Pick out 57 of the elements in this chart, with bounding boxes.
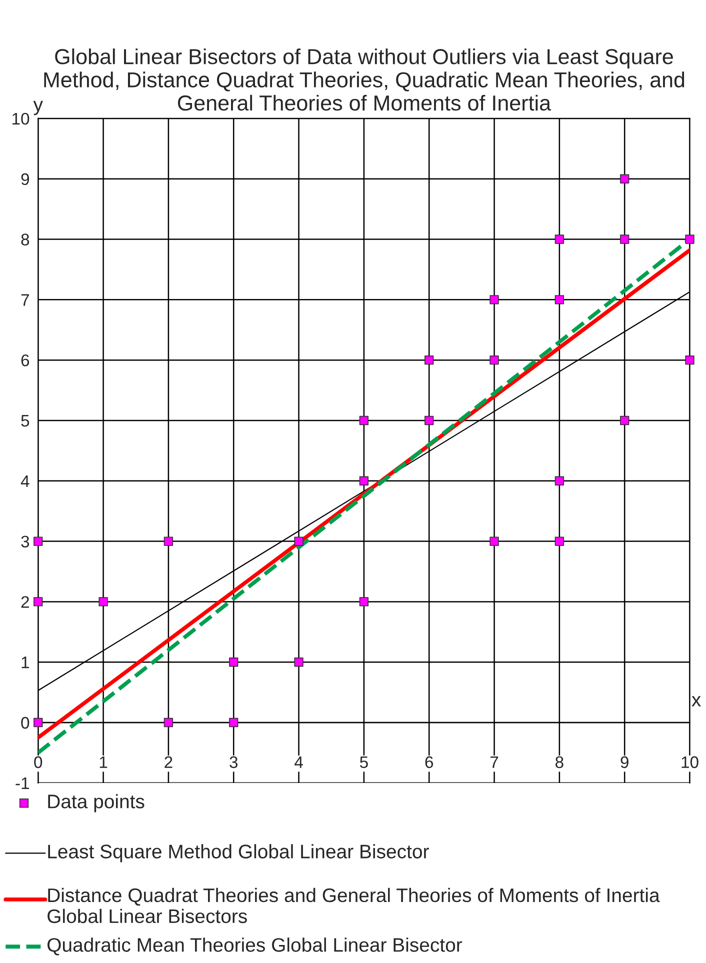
point — [164, 718, 174, 728]
y-tick-label: 9 — [21, 173, 29, 186]
point — [554, 476, 564, 486]
y-tick-label: 0 — [21, 716, 30, 729]
point — [554, 295, 564, 304]
point — [229, 658, 238, 667]
point — [620, 174, 630, 184]
point — [620, 416, 630, 426]
x-tick-label: 7 — [490, 756, 498, 768]
point — [98, 597, 108, 606]
y-tick-label: 2 — [21, 596, 29, 608]
y-tick-label: 4 — [20, 475, 30, 487]
x-tick-label: 5 — [360, 756, 368, 768]
x-tick-label: 2 — [164, 756, 172, 768]
legend-label: Data points — [48, 794, 144, 812]
point — [490, 295, 499, 304]
chart-title: Global Linear Bisectors of Data without Outliers via Least Square Method, Distance Quadrat Theories, Quadratic Mean Theories, and General Theories of Moments of Inertia — [44, 48, 684, 111]
legend-label: Quadratic Mean Theories Global Linear Bisector — [48, 938, 462, 956]
point — [359, 597, 369, 606]
point — [359, 416, 369, 426]
point — [294, 658, 304, 667]
point — [554, 234, 564, 244]
legend-label: Distance Quadrat Theories and General Theories of Moments of Inertia Global Linear Bisectors — [48, 888, 660, 924]
point — [229, 718, 238, 728]
x-tick-label: 3 — [230, 756, 238, 768]
x-tick-label: 8 — [556, 756, 564, 768]
y-tick-label: 3 — [21, 536, 30, 548]
point — [294, 536, 304, 546]
y-tick-label: 6 — [21, 354, 30, 366]
x-tick-label: 10 — [682, 756, 698, 768]
y-axis-title: y — [33, 100, 43, 116]
x-tick-label: 0 — [34, 756, 42, 768]
point — [685, 355, 694, 365]
y-tick-label: -1 — [16, 777, 29, 789]
y-tick-label: 7 — [21, 294, 29, 306]
point — [490, 355, 499, 365]
point — [34, 718, 43, 728]
point — [620, 234, 630, 244]
x-tick-label: 9 — [620, 756, 628, 768]
x-tick-label: 4 — [294, 756, 303, 768]
y-tick-label: 1 — [22, 656, 29, 668]
x-tick-label: 1 — [100, 756, 108, 768]
point — [34, 597, 43, 606]
point — [164, 536, 174, 546]
point — [424, 416, 434, 426]
x-tick-label: 6 — [425, 756, 434, 768]
point — [685, 234, 694, 244]
y-tick-label: 10 — [12, 112, 30, 125]
point — [424, 355, 434, 365]
point — [554, 536, 564, 546]
y-tick-label: 8 — [21, 234, 30, 246]
point — [490, 536, 499, 546]
point — [34, 536, 43, 546]
legend-label: Least Square Method Global Linear Bisector — [48, 844, 429, 862]
y-tick-label: 5 — [21, 415, 30, 427]
x-axis-title: x — [692, 696, 701, 706]
point — [359, 476, 369, 486]
